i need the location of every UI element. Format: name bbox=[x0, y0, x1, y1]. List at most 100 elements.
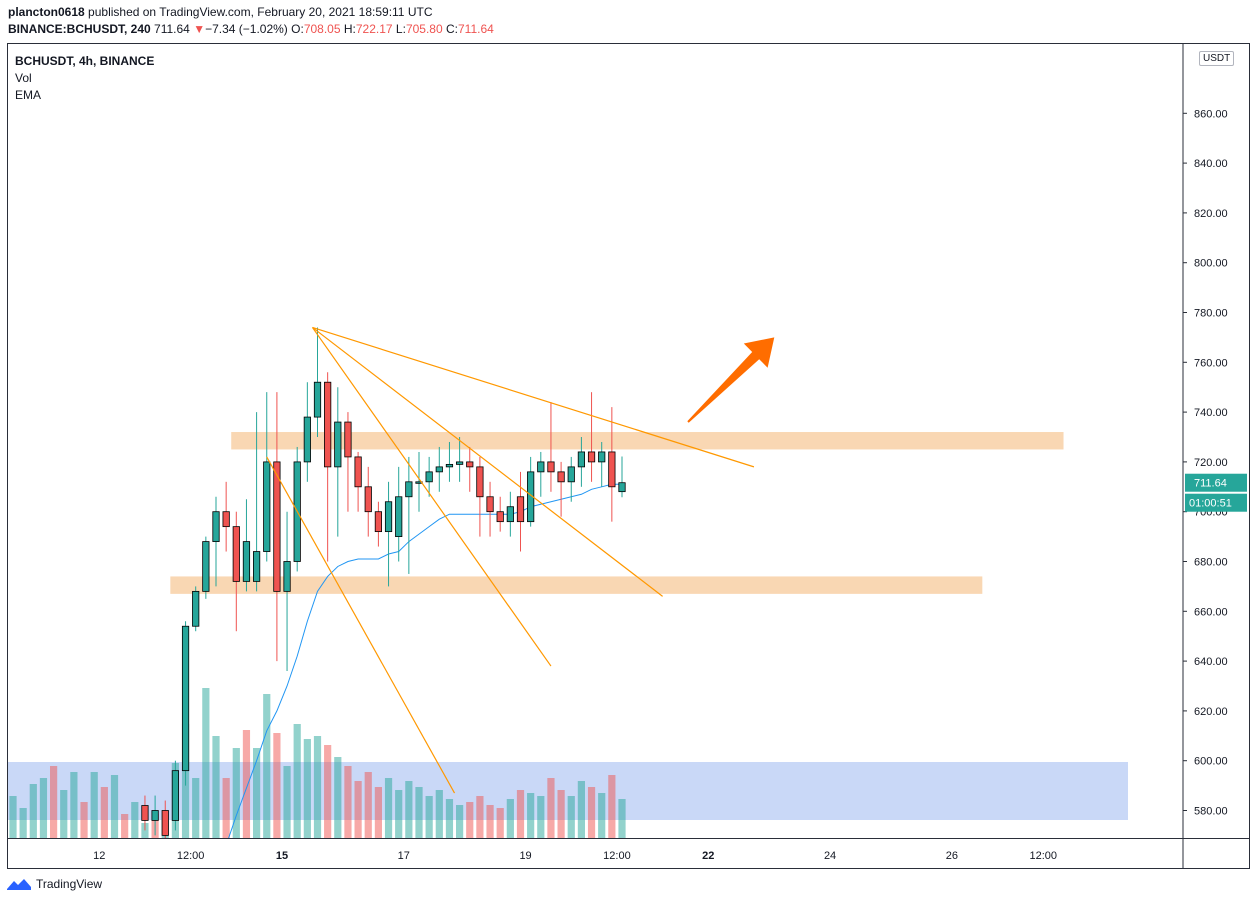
legend-title[interactable]: BCHUSDT, 4h, BINANCE bbox=[15, 54, 155, 68]
countdown-tag-label: 01:00:51 bbox=[1189, 498, 1232, 510]
countdown-tag[interactable] bbox=[1185, 493, 1247, 512]
volume-bar bbox=[496, 808, 504, 838]
volume-bar bbox=[39, 778, 48, 838]
candle-body bbox=[192, 590, 200, 627]
trendline[interactable] bbox=[312, 326, 663, 597]
footer-brand[interactable]: TradingView bbox=[36, 877, 103, 891]
volume-bar bbox=[547, 778, 555, 838]
volume-bar bbox=[486, 805, 494, 838]
time-tick-label: 12 bbox=[93, 850, 105, 862]
symbol-label: BINANCE:BCHUSDT, 240 bbox=[8, 22, 151, 36]
volume-bar bbox=[476, 796, 484, 838]
volume-bar bbox=[608, 775, 616, 838]
time-tick-label: 15 bbox=[276, 850, 288, 862]
candle-body bbox=[384, 501, 393, 533]
volume-bar bbox=[50, 766, 58, 838]
volume-bar bbox=[445, 799, 454, 838]
volume-bar bbox=[303, 739, 311, 838]
candle-body bbox=[171, 770, 179, 821]
volume-bar bbox=[425, 796, 433, 838]
volume-bar bbox=[456, 805, 464, 838]
volume-bar bbox=[273, 733, 281, 838]
candle-body bbox=[334, 421, 342, 468]
time-tick-label: 26 bbox=[946, 850, 958, 862]
volume-bar bbox=[232, 748, 240, 838]
candle-body bbox=[181, 625, 190, 772]
price-tick-label: 600.00 bbox=[1194, 756, 1228, 768]
candle-body bbox=[232, 526, 240, 582]
footer: TradingView bbox=[6, 877, 102, 891]
time-tick-label: 19 bbox=[519, 850, 531, 862]
candle-body bbox=[273, 461, 281, 592]
chart-frame bbox=[7, 43, 1250, 869]
candle-body bbox=[313, 381, 322, 418]
candle-body bbox=[354, 456, 362, 488]
volume-bar bbox=[567, 796, 575, 838]
candle-body bbox=[303, 416, 311, 463]
volume-bar bbox=[253, 748, 261, 838]
candle-body bbox=[567, 466, 575, 483]
volume-bar bbox=[110, 775, 119, 838]
high-value: 722.17 bbox=[355, 22, 393, 36]
volume-bar bbox=[557, 790, 565, 838]
candle-body bbox=[476, 466, 484, 498]
resistance-zone[interactable] bbox=[231, 432, 1064, 450]
volume-bar bbox=[263, 694, 271, 838]
volume-bar bbox=[618, 799, 626, 838]
currency-badge[interactable]: USDT bbox=[1199, 51, 1235, 66]
low-value: 705.80 bbox=[405, 22, 443, 36]
candle-body bbox=[455, 461, 464, 465]
price-tick-label: 860.00 bbox=[1194, 108, 1228, 120]
chart-legend: BCHUSDT, 4h, BINANCE Vol EMA bbox=[15, 53, 154, 104]
close-value: 711.64 bbox=[457, 22, 494, 36]
trendline[interactable] bbox=[312, 326, 755, 468]
time-tick-label: 24 bbox=[824, 850, 836, 862]
candle-body bbox=[445, 463, 454, 468]
price-tick-label: 640.00 bbox=[1194, 656, 1228, 668]
candle-body bbox=[506, 506, 514, 523]
price-tick-label: 840.00 bbox=[1194, 158, 1228, 170]
volume-bar bbox=[527, 793, 535, 838]
open-value: 708.05 bbox=[303, 22, 341, 36]
volume-bar bbox=[364, 772, 372, 838]
candle-body bbox=[486, 496, 494, 513]
candle-body bbox=[151, 810, 159, 821]
candle-body bbox=[425, 471, 433, 483]
price-tick-label: 740.00 bbox=[1194, 407, 1228, 419]
ema-line bbox=[228, 483, 622, 838]
candle-body bbox=[587, 451, 596, 463]
candle-body bbox=[141, 805, 149, 821]
volume-bar bbox=[374, 787, 382, 838]
volume-bar bbox=[141, 823, 149, 838]
volume-bar bbox=[29, 784, 37, 838]
volume-bar bbox=[313, 736, 322, 838]
price-tick-label: 680.00 bbox=[1194, 557, 1228, 569]
price-tick-label: 760.00 bbox=[1194, 357, 1228, 369]
legend-ema[interactable]: EMA bbox=[15, 88, 42, 102]
price-tick-label: 720.00 bbox=[1194, 457, 1228, 469]
candle-body bbox=[161, 810, 169, 836]
trendline[interactable] bbox=[311, 327, 552, 667]
volume-bar bbox=[293, 724, 301, 838]
volume-bar bbox=[60, 790, 68, 838]
legend-vol[interactable]: Vol bbox=[15, 71, 32, 85]
candle-body bbox=[263, 461, 271, 552]
last-price: 711.64 bbox=[154, 22, 190, 36]
trendline[interactable] bbox=[266, 456, 456, 794]
price-tick-label: 660.00 bbox=[1194, 606, 1228, 618]
volume-bar bbox=[516, 790, 525, 838]
last-price-tag[interactable] bbox=[1185, 473, 1247, 492]
candle-body bbox=[212, 511, 220, 542]
volume-bar bbox=[212, 736, 220, 838]
up-arrow[interactable] bbox=[687, 337, 775, 423]
time-tick-label: 12:00 bbox=[177, 850, 205, 862]
candle-body bbox=[466, 461, 474, 468]
support-zone[interactable] bbox=[170, 576, 983, 594]
volume-bar bbox=[70, 772, 78, 838]
author-name[interactable]: plancton0618 bbox=[8, 5, 85, 19]
candle-body bbox=[374, 511, 383, 533]
volume-bar bbox=[202, 688, 210, 838]
volume-bar bbox=[283, 766, 291, 838]
last-price-tag-label: 711.64 bbox=[1194, 478, 1227, 490]
